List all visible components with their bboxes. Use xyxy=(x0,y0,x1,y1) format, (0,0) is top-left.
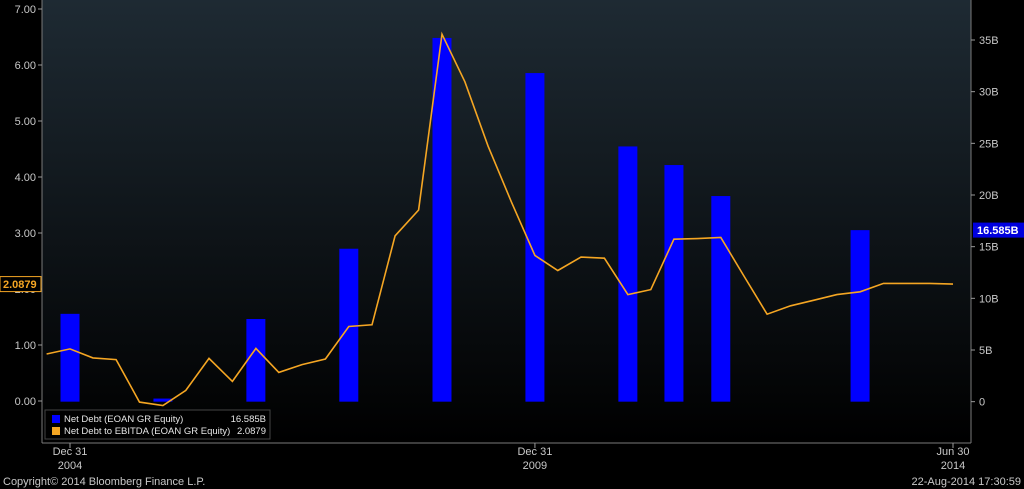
net-debt-bars xyxy=(60,37,870,402)
x-tick-label: Dec 31 xyxy=(53,446,88,458)
left-tick-label: 5.00 xyxy=(15,116,36,128)
right-tick-label: 15B xyxy=(979,242,999,254)
left-tag-value: 2.0879 xyxy=(3,279,37,291)
x-tick-year: 2004 xyxy=(58,460,82,472)
bar-net-debt xyxy=(153,398,173,402)
right-tick-label: 5B xyxy=(979,345,992,357)
x-axis-ticks: Dec 31 2004 Dec 31 2009 Jun 30 2014 xyxy=(53,443,970,472)
bar-net-debt xyxy=(711,196,731,402)
bar-net-debt xyxy=(339,248,359,402)
footer-copyright: Copyright© 2014 Bloomberg Finance L.P. xyxy=(3,476,205,488)
right-axis-ticks: 35B 30B 25B 20B 15B 10B 5B 0 xyxy=(971,35,999,409)
left-tick-label: 4.00 xyxy=(15,172,36,184)
legend-box xyxy=(44,409,271,440)
right-tick-label: 30B xyxy=(979,87,999,99)
right-tick-label: 35B xyxy=(979,35,999,47)
net-debt-to-ebitda-line xyxy=(46,31,954,407)
legend-label-net-debt-to-ebitda: Net Debt to EBITDA (EOAN GR Equity) xyxy=(64,426,230,437)
bar-net-debt xyxy=(525,73,545,402)
right-tag-value: 16.585B xyxy=(977,225,1019,237)
legend-value-net-debt-to-ebitda: 2.0879 xyxy=(237,426,266,437)
left-tick-label: 0.00 xyxy=(15,396,36,408)
bar-net-debt xyxy=(60,313,80,402)
bar-net-debt xyxy=(664,165,684,402)
bar-net-debt xyxy=(246,319,266,402)
left-tick-label: 7.00 xyxy=(15,4,36,16)
right-tick-label: 0 xyxy=(979,397,985,409)
right-last-value-tag: 16.585B xyxy=(973,222,1024,238)
left-tick-label: 6.00 xyxy=(15,60,36,72)
bar-net-debt xyxy=(850,230,870,402)
legend-label-net-debt: Net Debt (EOAN GR Equity) xyxy=(64,414,183,425)
x-tick-label: Jun 30 xyxy=(936,446,969,458)
footer-timestamp: 22-Aug-2014 17:30:59 xyxy=(912,476,1021,488)
x-tick-year: 2014 xyxy=(941,460,965,472)
bar-net-debt xyxy=(618,146,638,402)
left-last-value-tag: 2.0879 xyxy=(0,276,42,293)
right-tick-label: 20B xyxy=(979,190,999,202)
legend-swatch-net-debt xyxy=(52,415,60,423)
left-tick-label: 1.00 xyxy=(15,340,36,352)
left-axis-ticks: 7.006.005.004.003.002.001.000.00 xyxy=(15,4,42,408)
legend: Net Debt (EOAN GR Equity) 16.585B Net De… xyxy=(44,409,271,440)
right-tick-label: 25B xyxy=(979,138,999,150)
line-net-debt-to-ebitda xyxy=(46,31,954,407)
plot-background xyxy=(42,0,971,443)
x-tick-year: 2009 xyxy=(523,460,547,472)
x-tick-label: Dec 31 xyxy=(517,446,552,458)
legend-value-net-debt: 16.585B xyxy=(231,414,266,425)
right-tick-label: 10B xyxy=(979,293,999,305)
bar-net-debt xyxy=(432,37,452,402)
left-tick-label: 3.00 xyxy=(15,228,36,240)
legend-swatch-net-debt-to-ebitda xyxy=(52,427,60,435)
